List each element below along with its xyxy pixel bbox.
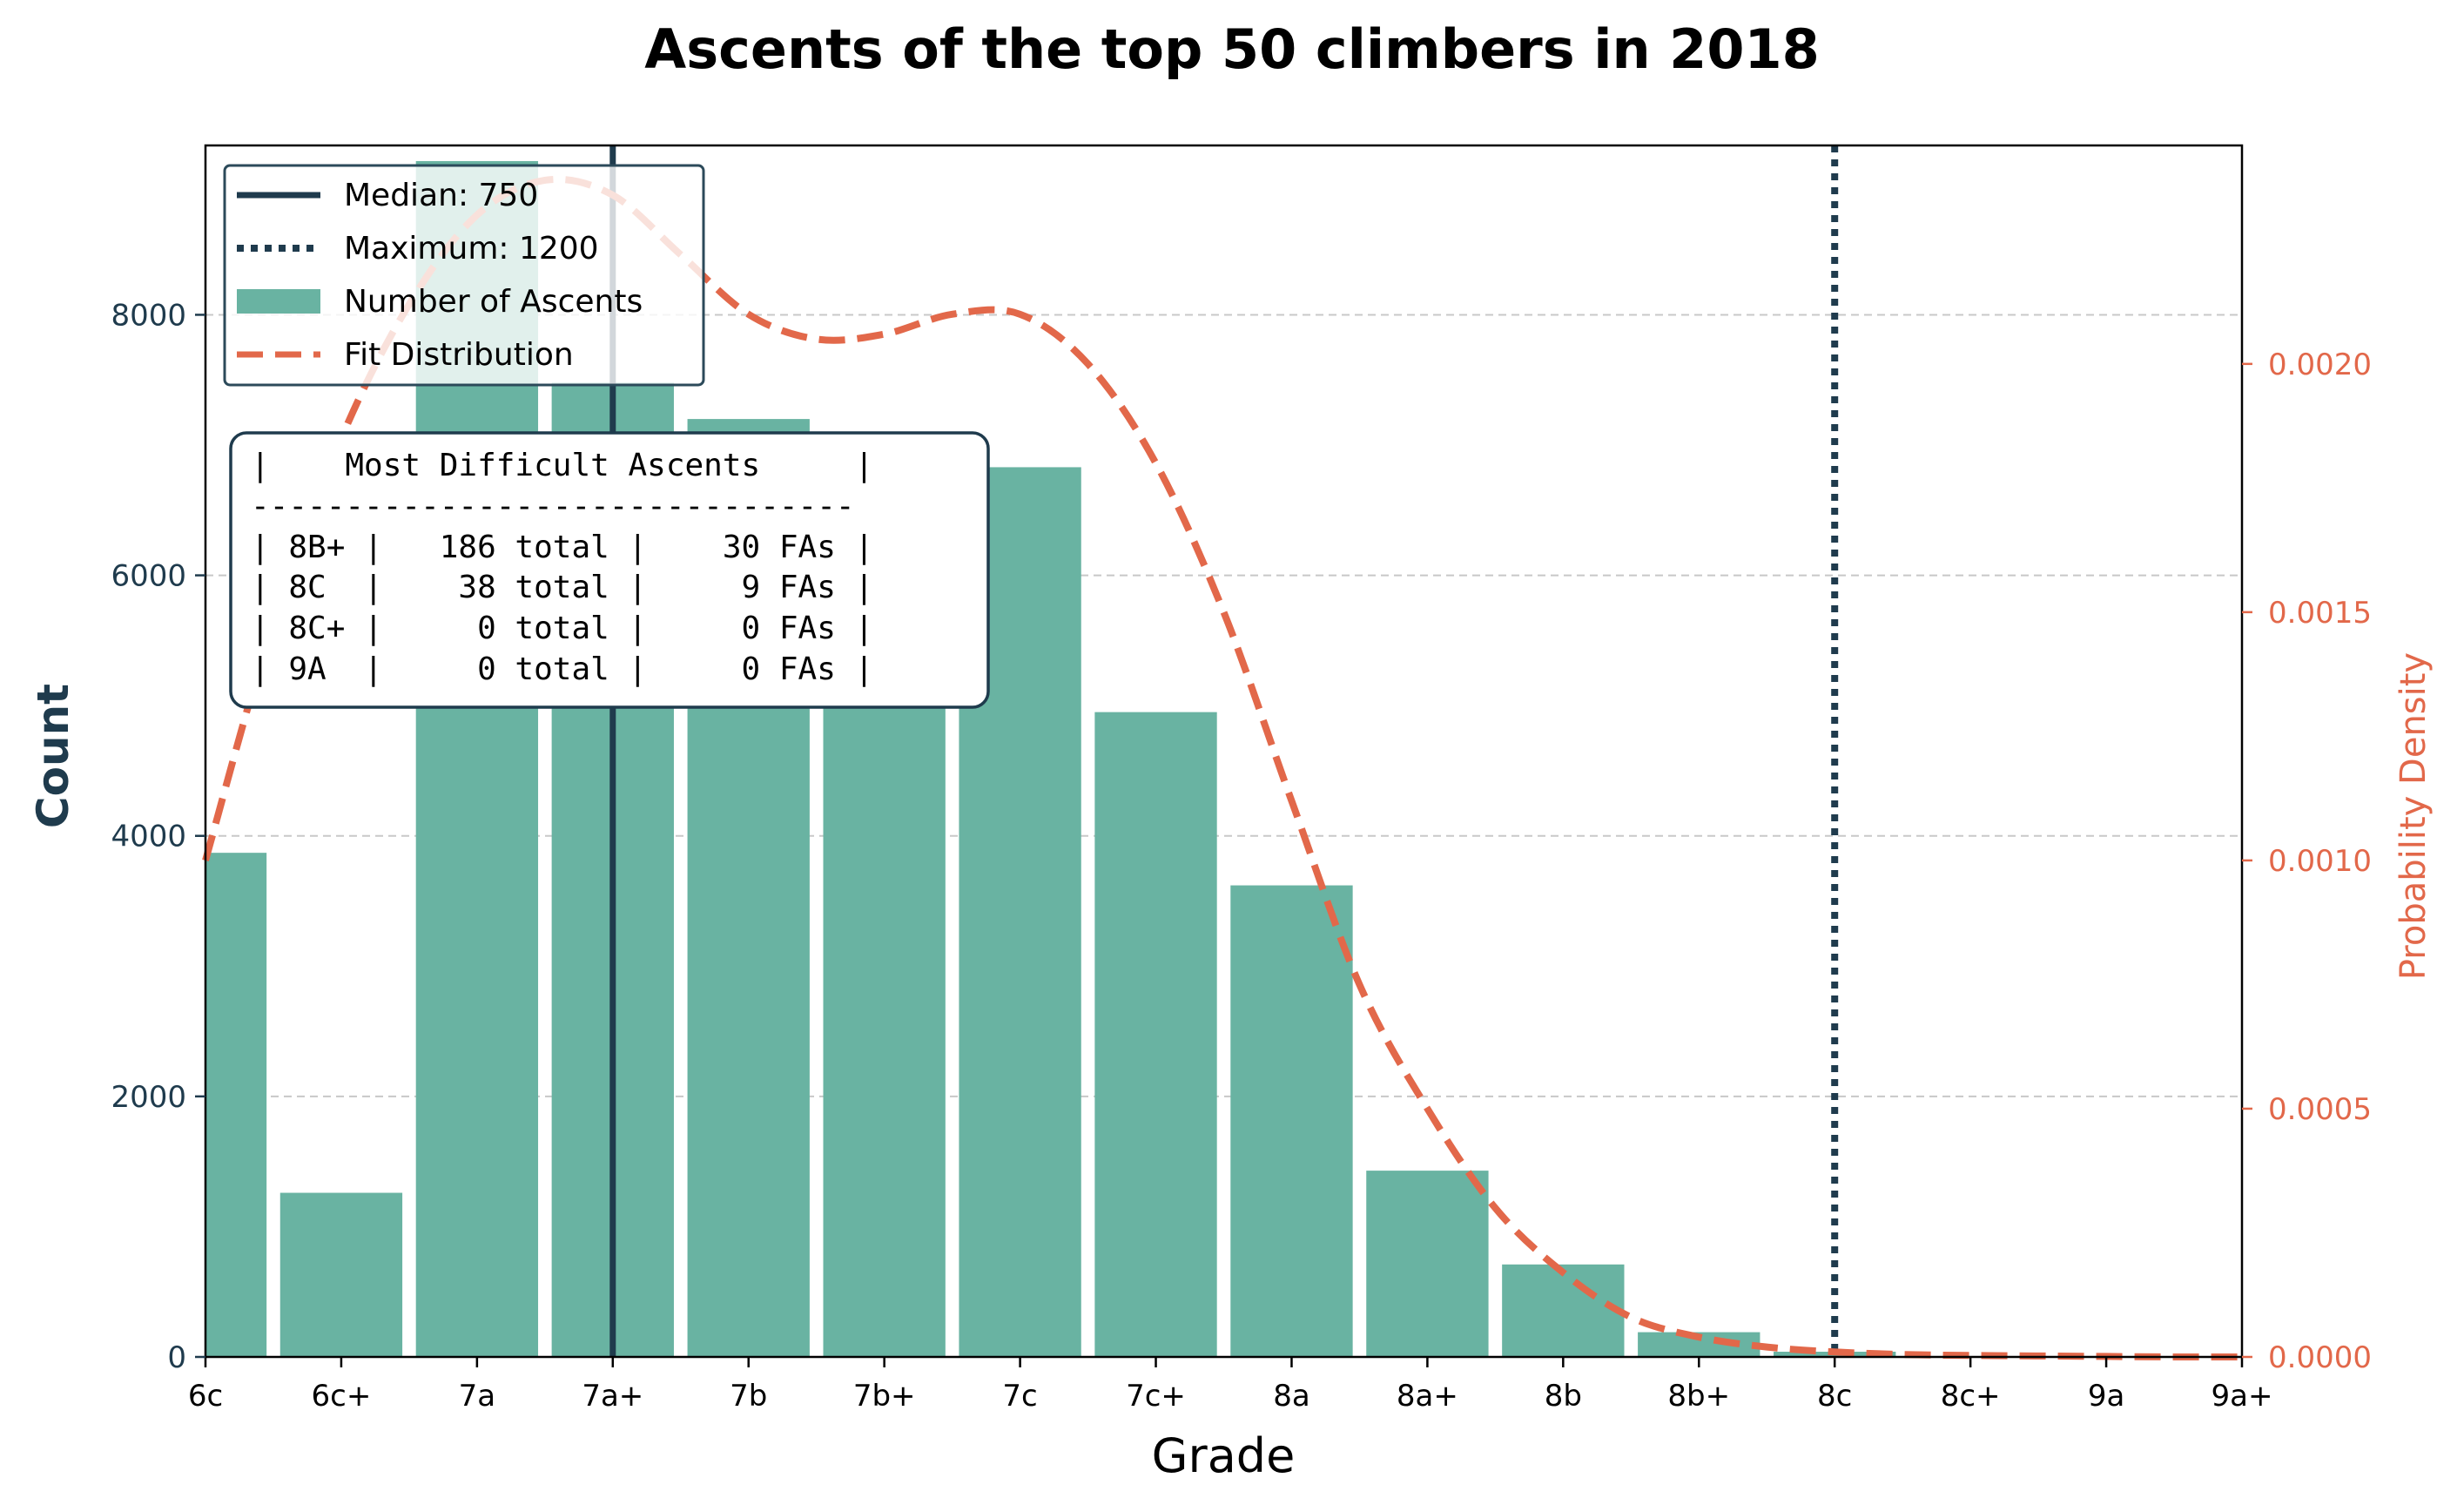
axes xyxy=(195,144,2252,1367)
chart-title: Ascents of the top 50 climbers in 2018 xyxy=(644,17,1819,81)
x-tick-label-8a: 8a xyxy=(1273,1379,1309,1414)
bar-6c+ xyxy=(279,1192,403,1357)
legend-label-0: Median: 750 xyxy=(344,178,538,213)
x-tick-label-8a+: 8a+ xyxy=(1397,1379,1458,1414)
bar-7c+ xyxy=(1094,712,1217,1357)
bar-8a xyxy=(1230,885,1353,1357)
most-difficult-ascents-table: | Most Difficult Ascents | --------------… xyxy=(229,431,990,709)
y-tick-label-8000: 8000 xyxy=(111,298,186,333)
table-line-0: | Most Difficult Ascents | xyxy=(251,448,873,483)
y2-tick-label-1: 0.0005 xyxy=(2268,1092,2372,1127)
x-tick-label-9a: 9a xyxy=(2088,1379,2124,1414)
bar-8a+ xyxy=(1366,1171,1489,1357)
legend-label-3: Fit Distribution xyxy=(344,337,574,373)
x-tick-label-7a: 7a xyxy=(459,1379,495,1414)
legend: Median: 750 Maximum: 1200 Number of Ascent… xyxy=(223,164,705,387)
y-tick-label-2000: 2000 xyxy=(111,1080,186,1115)
x-tick-label-9a+: 9a+ xyxy=(2212,1379,2273,1414)
legend-label-2: Number of Ascents xyxy=(344,284,643,320)
y-axis-label: Count xyxy=(28,684,78,828)
tick-labels: 6c 6c+ 7a 7a+ 7b 7b+ 7c 7c+ 8a 8a+ 8b 8b+ 8c 8c+ 9a 9a+… xyxy=(111,298,2372,1414)
y2-axis-label: Probability Density xyxy=(2393,652,2434,980)
x-tick-label-6c: 6c xyxy=(188,1379,223,1414)
x-tick-label-8b+: 8b+ xyxy=(1667,1379,1730,1414)
legend-box xyxy=(223,164,705,387)
table-line-5: | 9A | 0 total | 0 FAs | xyxy=(251,651,873,687)
table-line-4: | 8C+ | 0 total | 0 FAs | xyxy=(251,611,873,646)
y-tick-label-0: 0 xyxy=(167,1340,186,1375)
bar-6c xyxy=(205,853,267,1357)
plot-frame xyxy=(204,144,2244,1359)
x-tick-label-8c+: 8c+ xyxy=(1941,1379,2001,1414)
x-tick-label-7c: 7c xyxy=(1002,1379,1037,1414)
x-tick-label-8b: 8b xyxy=(1545,1379,1582,1414)
x-tick-label-7c+: 7c+ xyxy=(1126,1379,1186,1414)
y-tick-label-6000: 6000 xyxy=(111,559,186,594)
x-tick-label-7a+: 7a+ xyxy=(582,1379,643,1414)
bar-8b xyxy=(1502,1264,1625,1357)
table-line-2: | 8B+ | 186 total | 30 FAs | xyxy=(251,530,873,565)
legend-label-1: Maximum: 1200 xyxy=(344,231,599,267)
table-box xyxy=(229,431,990,709)
x-tick-label-8c: 8c xyxy=(1817,1379,1852,1414)
x-axis-label: Grade xyxy=(1152,1428,1296,1483)
y2-tick-label-3: 0.0015 xyxy=(2268,596,2372,631)
y2-tick-label-2: 0.0010 xyxy=(2268,844,2372,879)
x-tick-label-7b: 7b xyxy=(730,1379,767,1414)
y2-tick-label-4: 0.0020 xyxy=(2268,348,2372,382)
table-line-3: | 8C | 38 total | 9 FAs | xyxy=(251,570,873,605)
y2-tick-label-0: 0.0000 xyxy=(2268,1340,2372,1375)
x-tick-label-7b+: 7b+ xyxy=(853,1379,916,1414)
table-line-1: -------------------------------- xyxy=(251,489,855,524)
y-tick-label-4000: 4000 xyxy=(111,820,186,854)
x-tick-label-6c+: 6c+ xyxy=(312,1379,372,1414)
legend-handle-ascents xyxy=(237,289,320,314)
